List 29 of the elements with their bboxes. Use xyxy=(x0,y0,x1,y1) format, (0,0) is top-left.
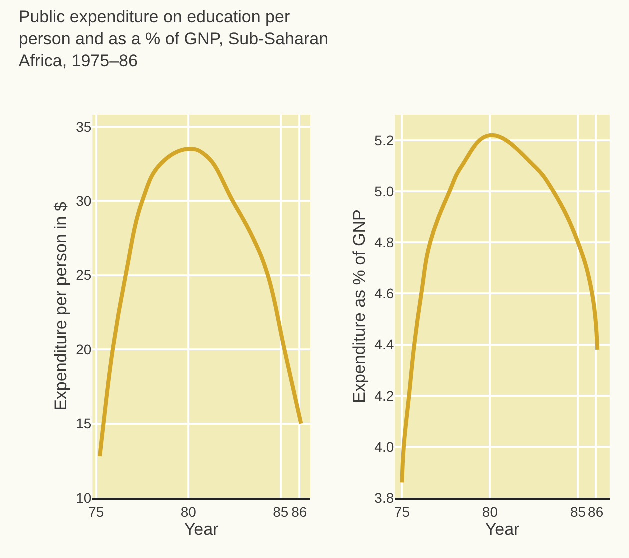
y-tick-label: 5.2 xyxy=(374,132,394,148)
x-tick-label: 85 xyxy=(273,504,289,520)
y-tick-label: 3.8 xyxy=(374,490,394,506)
y-tick-label: 4.6 xyxy=(374,286,394,302)
y-tick-label: 5.0 xyxy=(374,184,394,200)
y-tick-label: 4.4 xyxy=(374,336,394,353)
y-axis-title: Expenditure per person in $ xyxy=(52,202,71,411)
x-axis-title: Year xyxy=(485,520,520,539)
y-tick-label: 4.2 xyxy=(374,388,394,404)
x-tick-label: 85 xyxy=(570,504,586,520)
y-tick-label: 30 xyxy=(76,193,92,209)
y-tick-label: 4.8 xyxy=(374,234,394,251)
x-tick-label: 75 xyxy=(394,504,410,520)
y-tick-label: 4.0 xyxy=(374,438,394,455)
x-tick-label: 86 xyxy=(588,504,604,520)
x-tick-label: 80 xyxy=(482,504,498,520)
y-axis-title: Expenditure as % of GNP xyxy=(350,210,370,404)
y-tick-label: 35 xyxy=(76,118,92,135)
y-tick-label: 15 xyxy=(76,416,92,432)
y-tick-label: 20 xyxy=(76,341,92,358)
x-tick-label: 75 xyxy=(88,504,104,520)
chart-title: Public expenditure on education per person and as a % of GNP, Sub-Saharan Africa, 1975–86 xyxy=(18,7,329,71)
y-tick-label: 10 xyxy=(76,490,92,506)
x-axis-title: Year xyxy=(184,520,220,539)
x-tick-label: 80 xyxy=(180,504,197,520)
y-tick-label: 25 xyxy=(76,267,92,284)
line-series xyxy=(400,133,600,485)
x-tick-label: 86 xyxy=(292,504,308,520)
line-series xyxy=(98,147,304,458)
